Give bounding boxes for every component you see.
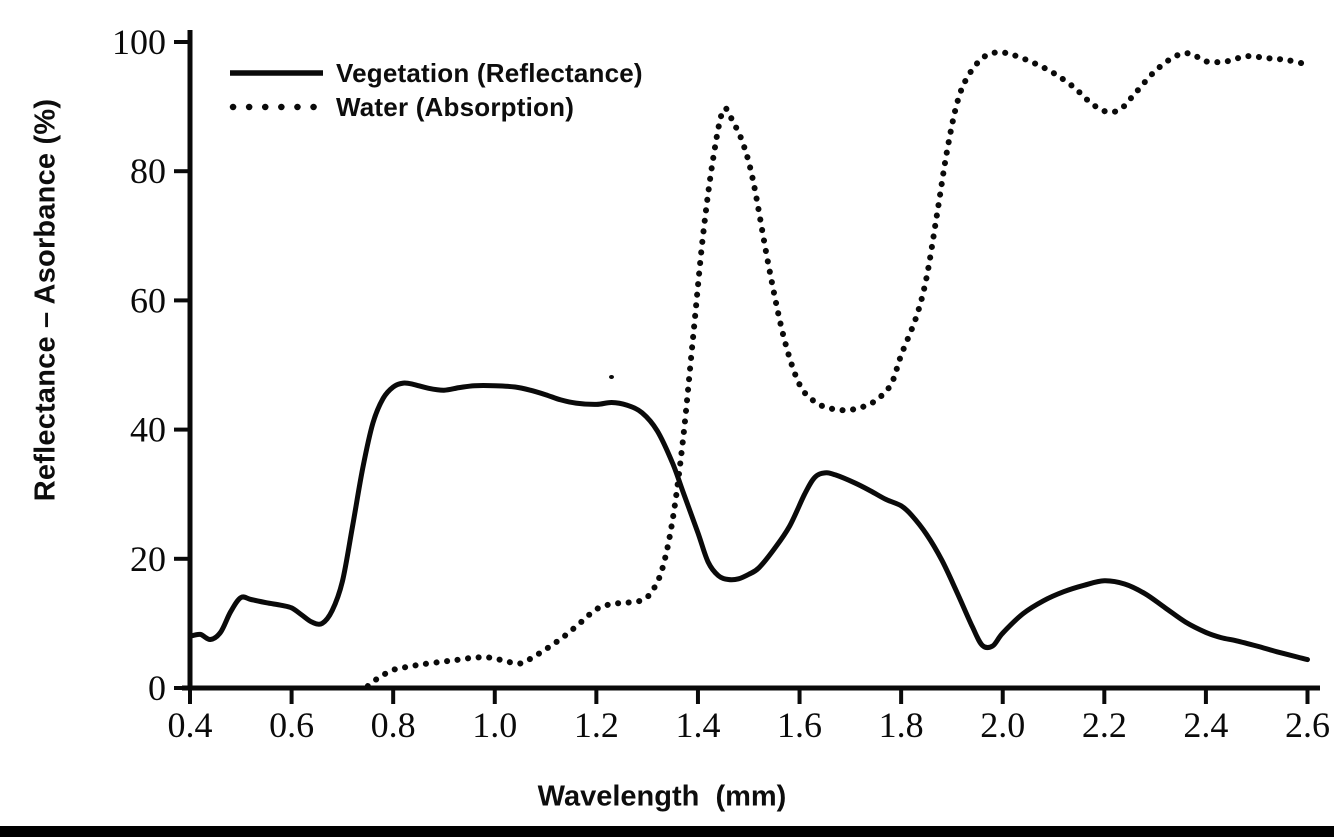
x-tick-label-2.6: 2.6 xyxy=(1285,705,1330,745)
stray-dot-artifact xyxy=(609,375,614,379)
legend-label-water: Water (Absorption) xyxy=(336,91,575,122)
x-axis-title: Wavelength (mm) xyxy=(537,780,787,813)
y-tick-label-100: 100 xyxy=(112,22,166,62)
x-tick-label-1.2: 1.2 xyxy=(574,705,619,745)
legend-item-vegetation: Vegetation (Reflectance) xyxy=(228,56,643,90)
y-tick-label-40: 40 xyxy=(130,410,166,450)
y-tick-label-60: 60 xyxy=(130,280,166,320)
legend-label-vegetation: Vegetation (Reflectance) xyxy=(336,57,643,88)
x-tick-label-2.4: 2.4 xyxy=(1183,705,1228,745)
x-tick-label-0.4: 0.4 xyxy=(168,705,213,745)
y-tick-label-20: 20 xyxy=(130,539,166,579)
x-tick-label-1.4: 1.4 xyxy=(675,705,720,745)
x-tick-label-0.6: 0.6 xyxy=(269,705,314,745)
legend-solid-line-sample xyxy=(230,70,323,76)
x-tick-label-1.0: 1.0 xyxy=(472,705,517,745)
legend-item-water: Water (Absorption) xyxy=(228,90,643,124)
curve-vegetation xyxy=(187,380,1310,663)
bottom-black-bar xyxy=(0,826,1334,837)
x-tick-label-0.8: 0.8 xyxy=(371,705,416,745)
x-tick-label-1.8: 1.8 xyxy=(879,705,924,745)
y-tick-label-0: 0 xyxy=(148,668,166,708)
x-tick-label-1.6: 1.6 xyxy=(777,705,822,745)
legend: Vegetation (Reflectance) Water (Absorpti… xyxy=(228,56,643,124)
legend-dotted-line-sample xyxy=(229,103,322,111)
curve-water xyxy=(364,49,1311,690)
x-tick-label-2.2: 2.2 xyxy=(1082,705,1127,745)
x-tick-label-2.0: 2.0 xyxy=(980,705,1025,745)
y-tick-label-80: 80 xyxy=(130,151,166,191)
y-axis-title: Reflectance – Asorbance (%) xyxy=(29,98,62,502)
